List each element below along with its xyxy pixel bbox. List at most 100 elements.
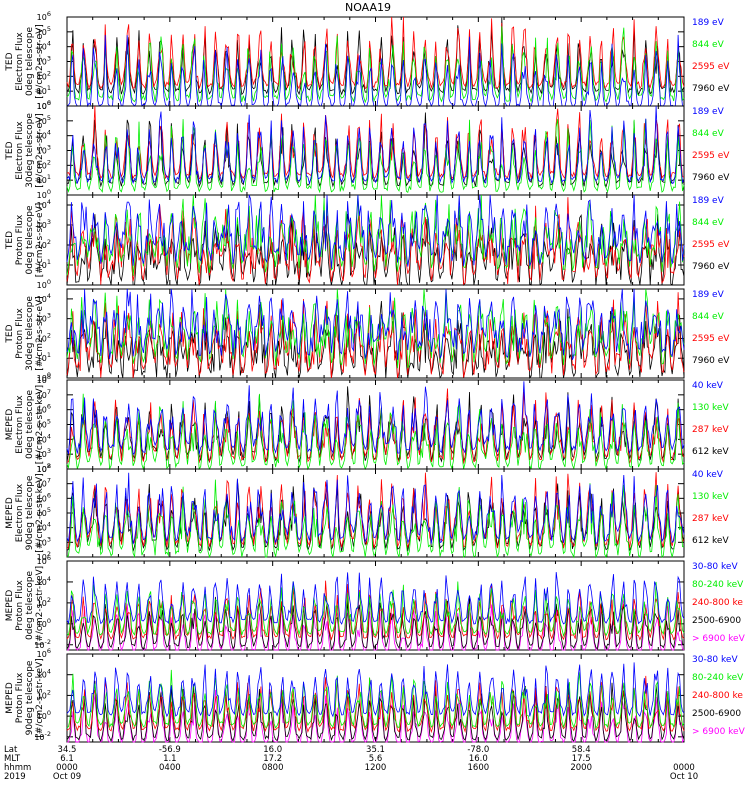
x-tick-label: 1.1: [163, 754, 177, 764]
y-axis-label-line: 30deg telescope: [25, 296, 35, 371]
legend-entry: 287 keV: [692, 514, 729, 524]
legend-entry: 287 keV: [692, 425, 729, 435]
y-tick-label: 106: [37, 99, 51, 111]
x-tick-label: 16.0: [263, 745, 282, 755]
legend-entry: 844 eV: [692, 312, 725, 322]
legend-entry: 7960 eV: [692, 84, 730, 94]
y-axis-label: TEDProton Flux30deg telescope[#/cm2-s-st…: [5, 296, 45, 371]
y-axis-label: MEPEDElectron Flux0deg telescope[#/cm2-s…: [5, 385, 45, 464]
legend-entry: 240-800 ke: [692, 598, 743, 608]
series-trace: [66, 292, 685, 379]
legend-entry: 80-240 keV: [692, 673, 744, 683]
series-trace: [66, 300, 685, 380]
x-tick-label: 6.1: [60, 754, 74, 764]
y-axis-label-line: Proton Flux: [15, 214, 25, 265]
legend-entry: 30-80 keV: [692, 655, 738, 665]
x-tick-label: Oct 10: [670, 772, 698, 782]
panel-frame: [66, 653, 685, 743]
y-axis-label-line: TED: [5, 52, 15, 71]
y-axis-label-line: MEPED: [5, 682, 15, 714]
y-axis-label-line: [#/cm2-s-str-keV]: [35, 658, 45, 737]
legend-entry: 189 eV: [692, 196, 725, 206]
x-tick-label: 2000: [570, 763, 592, 773]
y-axis-label: TEDElectron Flux30deg telescope[#/cm2-s-…: [5, 113, 45, 188]
y-axis-label-line: MEPED: [5, 497, 15, 529]
x-row-label: 2019: [4, 772, 26, 782]
y-axis-label-line: [#/cm2-s-str-eV]: [35, 203, 45, 278]
y-axis-label-line: Electron Flux: [15, 395, 25, 454]
y-axis-label-line: MEPED: [5, 590, 15, 622]
x-tick-label: 0000: [673, 763, 695, 773]
y-axis-label: TEDProton Flux0deg telescope[#/cm2-s-str…: [5, 203, 45, 278]
y-axis-label-line: Proton Flux: [15, 308, 25, 359]
legend-entry: 2595 eV: [692, 240, 730, 250]
y-axis-label-line: TED: [5, 324, 15, 343]
series-trace: [66, 194, 685, 269]
series-trace: [66, 662, 685, 718]
x-tick-label: 0800: [262, 763, 284, 773]
legend-entry: > 6900 keV: [692, 634, 746, 644]
series-trace: [66, 381, 685, 456]
legend-entry: 844 eV: [692, 218, 725, 228]
series-trace: [66, 105, 685, 185]
x-tick-label: 1600: [468, 763, 490, 773]
x-tick-label: -78.0: [467, 745, 489, 755]
series-trace: [67, 689, 685, 744]
y-axis-label-line: TED: [5, 231, 15, 250]
legend-entry: 80-240 keV: [692, 580, 744, 590]
series-trace: [66, 581, 685, 638]
x-tick-label: 1200: [365, 763, 387, 773]
series-trace: [66, 118, 685, 194]
legend-entry: 612 keV: [692, 536, 729, 546]
y-axis-label-line: TED: [5, 141, 15, 160]
y-axis-label-line: [#/cm2-s-str-keV]: [35, 473, 45, 552]
y-axis-label-line: 30deg telescope: [25, 113, 35, 188]
legend-entry: 30-80 keV: [692, 562, 738, 572]
y-axis-label-line: [#/cm2-s-str-eV]: [35, 24, 45, 99]
legend-entry: 40 keV: [692, 381, 724, 391]
y-axis-label-line: 0deg telescope: [25, 571, 35, 641]
x-tick-label: 16.0: [469, 754, 488, 764]
x-row-label: hhmm: [4, 763, 31, 773]
y-axis-label: MEPEDElectron Flux90deg telescope[#/cm2-…: [5, 473, 45, 552]
legend-entry: 189 eV: [692, 18, 725, 28]
y-axis-label: MEPEDProton Flux0deg telescope[#/cm2-s-s…: [5, 566, 45, 645]
y-tick-label: 100: [37, 278, 51, 290]
legend-entry: 2595 eV: [692, 334, 730, 344]
y-axis-label-line: [#/cm2-s-str-eV]: [35, 296, 45, 371]
y-axis-label-line: 0deg telescope: [25, 27, 35, 97]
legend-entry: 844 eV: [692, 129, 725, 139]
figure-title: NOAA19: [345, 1, 391, 14]
y-axis-label-line: Electron Flux: [15, 121, 25, 180]
x-tick-label: 5.6: [369, 754, 383, 764]
y-axis-label-line: Proton Flux: [15, 672, 25, 723]
y-axis-label-line: 90deg telescope: [25, 660, 35, 735]
legend-entry: 40 keV: [692, 470, 724, 480]
legend-entry: 844 eV: [692, 40, 725, 50]
y-axis-label: MEPEDProton Flux90deg telescope[#/cm2-s-…: [5, 658, 45, 737]
y-axis-label-line: 0deg telescope: [25, 205, 35, 275]
x-tick-label: -56.9: [159, 745, 181, 755]
y-axis-label-line: Electron Flux: [15, 32, 25, 91]
legend-entry: 7960 eV: [692, 262, 730, 272]
series-trace: [66, 393, 685, 471]
series-trace: [66, 472, 685, 545]
legend-entry: 2500-6900: [692, 616, 741, 626]
legend-entry: 130 keV: [692, 403, 729, 413]
x-tick-label: 58.4: [572, 745, 591, 755]
legend-entry: 7960 eV: [692, 173, 730, 183]
legend-entry: 2595 eV: [692, 151, 730, 161]
x-tick-label: 0000: [56, 763, 78, 773]
series-trace: [66, 572, 685, 625]
series-trace: [66, 16, 685, 90]
series-trace: [66, 669, 685, 729]
legend-entry: > 6900 keV: [692, 727, 746, 737]
x-tick-label: Oct 09: [53, 772, 81, 782]
y-tick-label: 106: [37, 10, 51, 22]
series-trace: [66, 26, 685, 104]
